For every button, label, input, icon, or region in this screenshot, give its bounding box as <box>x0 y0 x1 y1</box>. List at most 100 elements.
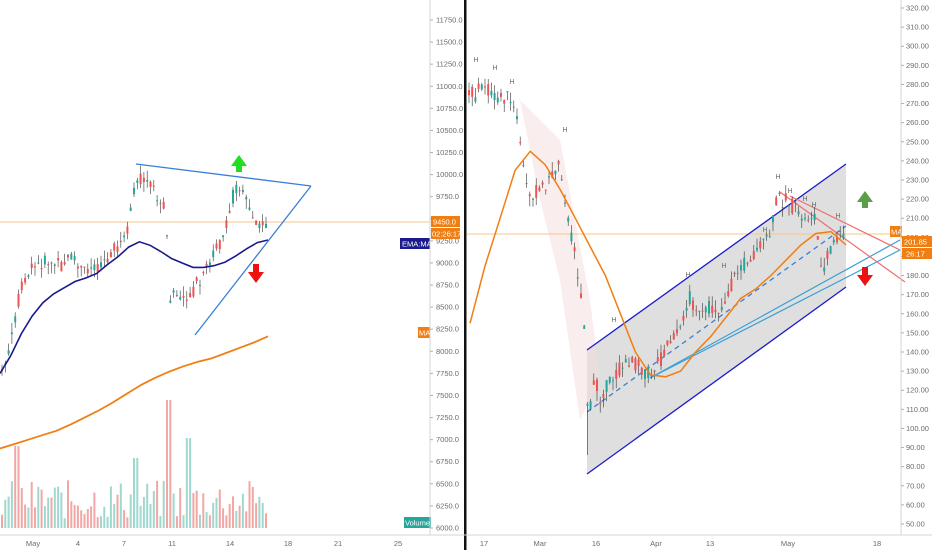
right-channel-lower-line[interactable] <box>586 286 847 475</box>
right-x-tick-label: 13 <box>706 539 714 548</box>
left-candle <box>172 287 175 298</box>
right-arrow-up-icon <box>857 191 873 208</box>
right-candle <box>480 82 483 91</box>
right-candle <box>791 196 794 215</box>
left-candle <box>30 256 33 275</box>
right-y-tick-label: 310.00 <box>906 23 929 32</box>
right-candle <box>772 214 774 232</box>
right-price-tag-text: 201.85 <box>904 238 927 247</box>
right-channel-upper-line[interactable] <box>586 163 847 351</box>
left-volume-bar <box>175 516 178 528</box>
left-volume-badge[interactable]: Volume <box>404 517 431 528</box>
left-candle <box>212 244 215 262</box>
left-candle <box>195 276 198 285</box>
right-price-axis[interactable]: 320.00 310.00 300.00 290.00 280.00 270.00 260.… <box>900 0 932 535</box>
right-candle <box>605 379 608 402</box>
left-candle <box>238 186 241 197</box>
left-volume-bar <box>96 517 99 528</box>
left-candle <box>258 221 261 233</box>
right-y-tick-label: 100.00 <box>906 424 929 433</box>
right-candle <box>570 225 573 245</box>
left-candle <box>119 231 122 248</box>
time-axis[interactable]: May 4 7 11 14 18 21 25 17 Mar 16 Apr 13 May 18 <box>0 534 932 548</box>
left-y-tick-label: 7250.0 <box>436 413 459 422</box>
left-price-axis[interactable]: 11750.0 11500.0 11250.0 11000.0 10750.0 10500… <box>429 0 463 535</box>
left-volume-bar <box>67 480 69 528</box>
left-y-tick-label: 8750.0 <box>436 281 459 290</box>
left-candle <box>248 199 251 211</box>
left-x-tick-label: 11 <box>168 539 176 548</box>
right-candle <box>701 302 704 319</box>
left-volume-bars <box>1 400 267 528</box>
right-ma-badge[interactable]: MA <box>890 226 902 237</box>
left-candle <box>162 197 165 210</box>
left-candle <box>67 254 69 262</box>
left-x-tick-label: 21 <box>334 539 342 548</box>
left-volume-bar <box>199 514 201 528</box>
right-candle <box>506 91 509 101</box>
left-volume-bar <box>4 499 7 528</box>
left-plot-area[interactable] <box>0 0 430 535</box>
left-ema-badge-text: EMA:MA <box>402 240 432 249</box>
high-marker: H <box>492 65 497 72</box>
right-candle <box>800 214 803 228</box>
right-candle <box>682 310 685 326</box>
left-volume-bar <box>24 504 27 528</box>
right-candle <box>634 356 637 374</box>
left-triangle-upper-line[interactable] <box>135 163 312 187</box>
left-y-tick-label: 9250.0 <box>436 236 459 245</box>
left-volume-bar <box>47 497 50 528</box>
left-volume-bar <box>80 510 83 528</box>
right-candle <box>477 77 480 93</box>
left-candle <box>40 258 43 278</box>
left-ema-badge[interactable]: EMA:MA <box>400 238 432 249</box>
left-volume-bar <box>195 490 198 528</box>
left-triangle-lower-line[interactable] <box>194 185 312 336</box>
right-y-tick-label: 180.00 <box>906 271 929 280</box>
left-candle <box>24 273 27 285</box>
left-candle <box>14 312 17 328</box>
left-y-tick-label: 10500.0 <box>436 126 463 135</box>
right-candle <box>487 79 490 104</box>
left-chart[interactable]: EMA:MA MA Volume <box>0 0 432 535</box>
left-volume-bar <box>50 497 53 528</box>
left-volume-bar <box>166 400 168 528</box>
left-volume-bar <box>156 480 159 528</box>
left-candle <box>63 253 66 266</box>
right-candle <box>474 87 477 104</box>
left-volume-bar <box>63 518 66 528</box>
left-candle <box>37 255 40 265</box>
left-candle <box>149 180 152 195</box>
right-candle <box>509 92 512 111</box>
right-candle <box>663 344 666 358</box>
right-y-tick-label: 140.00 <box>906 348 929 357</box>
right-candle <box>720 298 723 313</box>
left-volume-bar <box>113 503 116 528</box>
right-y-tick-label: 150.00 <box>906 328 929 337</box>
right-candle <box>695 305 698 317</box>
right-channel-mid-line[interactable] <box>586 225 847 413</box>
left-candle <box>113 241 116 257</box>
left-candle <box>47 261 50 275</box>
left-candle <box>175 290 178 297</box>
left-candle <box>136 178 139 190</box>
left-volume-bar <box>43 506 46 528</box>
right-candle <box>804 213 806 222</box>
left-candle <box>20 278 23 294</box>
left-volume-bar <box>60 492 63 528</box>
right-resistance-line-2[interactable] <box>789 195 901 251</box>
left-ma-badge-text: MA <box>419 329 430 338</box>
right-x-tick-label: 16 <box>592 539 600 548</box>
right-candle <box>490 82 493 99</box>
left-candle <box>156 195 159 207</box>
left-candle <box>76 263 79 278</box>
right-candle <box>829 245 832 255</box>
right-trend-line-1[interactable] <box>649 239 901 379</box>
right-candle <box>669 335 672 344</box>
left-ma-badge[interactable]: MA <box>418 327 430 338</box>
panel-divider[interactable] <box>464 0 467 550</box>
right-candle <box>752 244 755 261</box>
left-volume-bar <box>10 481 13 528</box>
